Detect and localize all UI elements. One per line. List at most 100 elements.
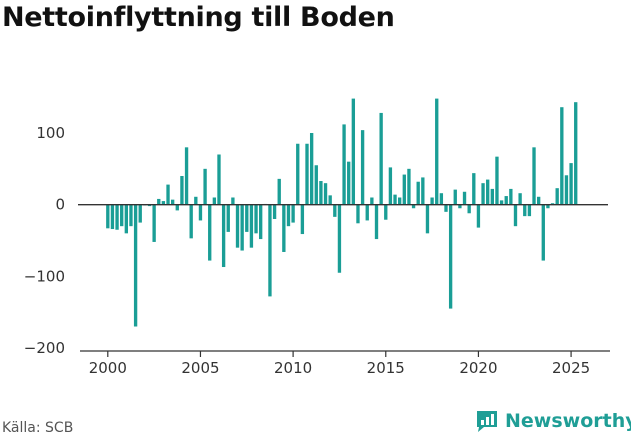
bar	[120, 204, 124, 227]
bar	[152, 204, 156, 242]
bar	[328, 195, 332, 205]
bar	[351, 98, 356, 205]
bar-series	[78, 98, 608, 327]
bar	[231, 197, 235, 205]
bar	[448, 204, 453, 309]
bar	[527, 204, 532, 217]
bar	[286, 204, 291, 227]
y-tick-label: −200	[24, 339, 65, 357]
bar	[272, 204, 277, 219]
bar	[398, 197, 402, 205]
y-tick-label: −100	[24, 267, 65, 285]
bar	[217, 154, 221, 205]
x-tick-label: 2025	[552, 359, 590, 377]
x-axis: 2000 2005 2010 2015 2020 2025	[80, 350, 610, 377]
bar	[370, 197, 374, 205]
bar	[110, 204, 115, 230]
x-tick-label: 2005	[181, 359, 219, 377]
bar	[157, 198, 161, 205]
bar	[189, 204, 193, 239]
x-tick-label: 2010	[274, 359, 312, 377]
y-axis: 100 0 −100 −200	[24, 124, 65, 357]
bar	[435, 98, 439, 205]
bar	[337, 204, 342, 273]
source-note: Källa: SCB	[2, 420, 74, 436]
bar	[541, 204, 545, 261]
bar	[518, 193, 522, 205]
brand-name: Newsworthy	[505, 410, 631, 432]
bar	[416, 181, 420, 205]
chart-title: Nettoinflyttning till Boden	[2, 2, 395, 33]
bar	[309, 133, 314, 205]
bar	[458, 204, 462, 209]
bar	[194, 196, 198, 205]
bar	[411, 204, 416, 209]
bar	[277, 178, 281, 205]
bar	[476, 204, 481, 228]
bar	[184, 147, 189, 205]
bar	[462, 191, 467, 205]
bar	[212, 197, 217, 205]
bar	[444, 204, 448, 212]
bar	[138, 204, 142, 223]
bar	[393, 194, 397, 205]
bar	[546, 204, 550, 209]
bar	[124, 204, 128, 234]
bar	[439, 193, 444, 205]
bar	[291, 204, 295, 223]
bar	[504, 196, 508, 205]
bar	[175, 204, 179, 211]
bar	[407, 168, 411, 205]
bar	[374, 204, 379, 240]
bar	[347, 161, 351, 205]
bar	[282, 204, 286, 252]
bar	[259, 204, 263, 240]
bar	[509, 188, 513, 205]
bar	[569, 163, 573, 205]
bar	[574, 102, 578, 205]
bar	[550, 203, 555, 205]
bar	[388, 167, 393, 205]
bar	[314, 165, 318, 205]
bar	[221, 204, 226, 268]
x-tick-label: 2020	[459, 359, 497, 377]
bar	[365, 204, 369, 221]
bar	[245, 204, 249, 232]
bar	[472, 173, 476, 205]
bar	[555, 188, 559, 205]
bar	[495, 156, 499, 205]
bar	[356, 204, 360, 224]
bar	[226, 204, 230, 232]
bar	[106, 204, 110, 229]
bar	[147, 204, 152, 207]
bar	[235, 204, 240, 248]
bar	[425, 204, 430, 234]
bar	[133, 204, 138, 327]
bar	[203, 168, 207, 205]
bar	[560, 107, 564, 205]
bar	[384, 204, 388, 220]
bar	[166, 184, 170, 205]
bar	[333, 204, 337, 217]
bar	[240, 204, 244, 251]
y-tick-label: 100	[36, 124, 65, 142]
bar	[481, 183, 485, 205]
y-tick-label: 0	[55, 196, 65, 214]
bar	[402, 174, 406, 205]
bar	[486, 179, 490, 205]
bar	[532, 147, 536, 205]
bar	[249, 204, 254, 248]
bar	[513, 204, 518, 227]
bar	[467, 204, 471, 214]
bar	[268, 204, 272, 297]
bar	[342, 124, 346, 205]
newsworthy-logo-icon	[477, 411, 497, 432]
x-tick-label: 2015	[367, 359, 405, 377]
brand-logo: Newsworthy	[474, 406, 631, 436]
bar	[296, 143, 300, 205]
bar	[129, 204, 133, 227]
bar	[254, 204, 258, 234]
bar	[360, 130, 365, 205]
bar	[300, 204, 305, 235]
